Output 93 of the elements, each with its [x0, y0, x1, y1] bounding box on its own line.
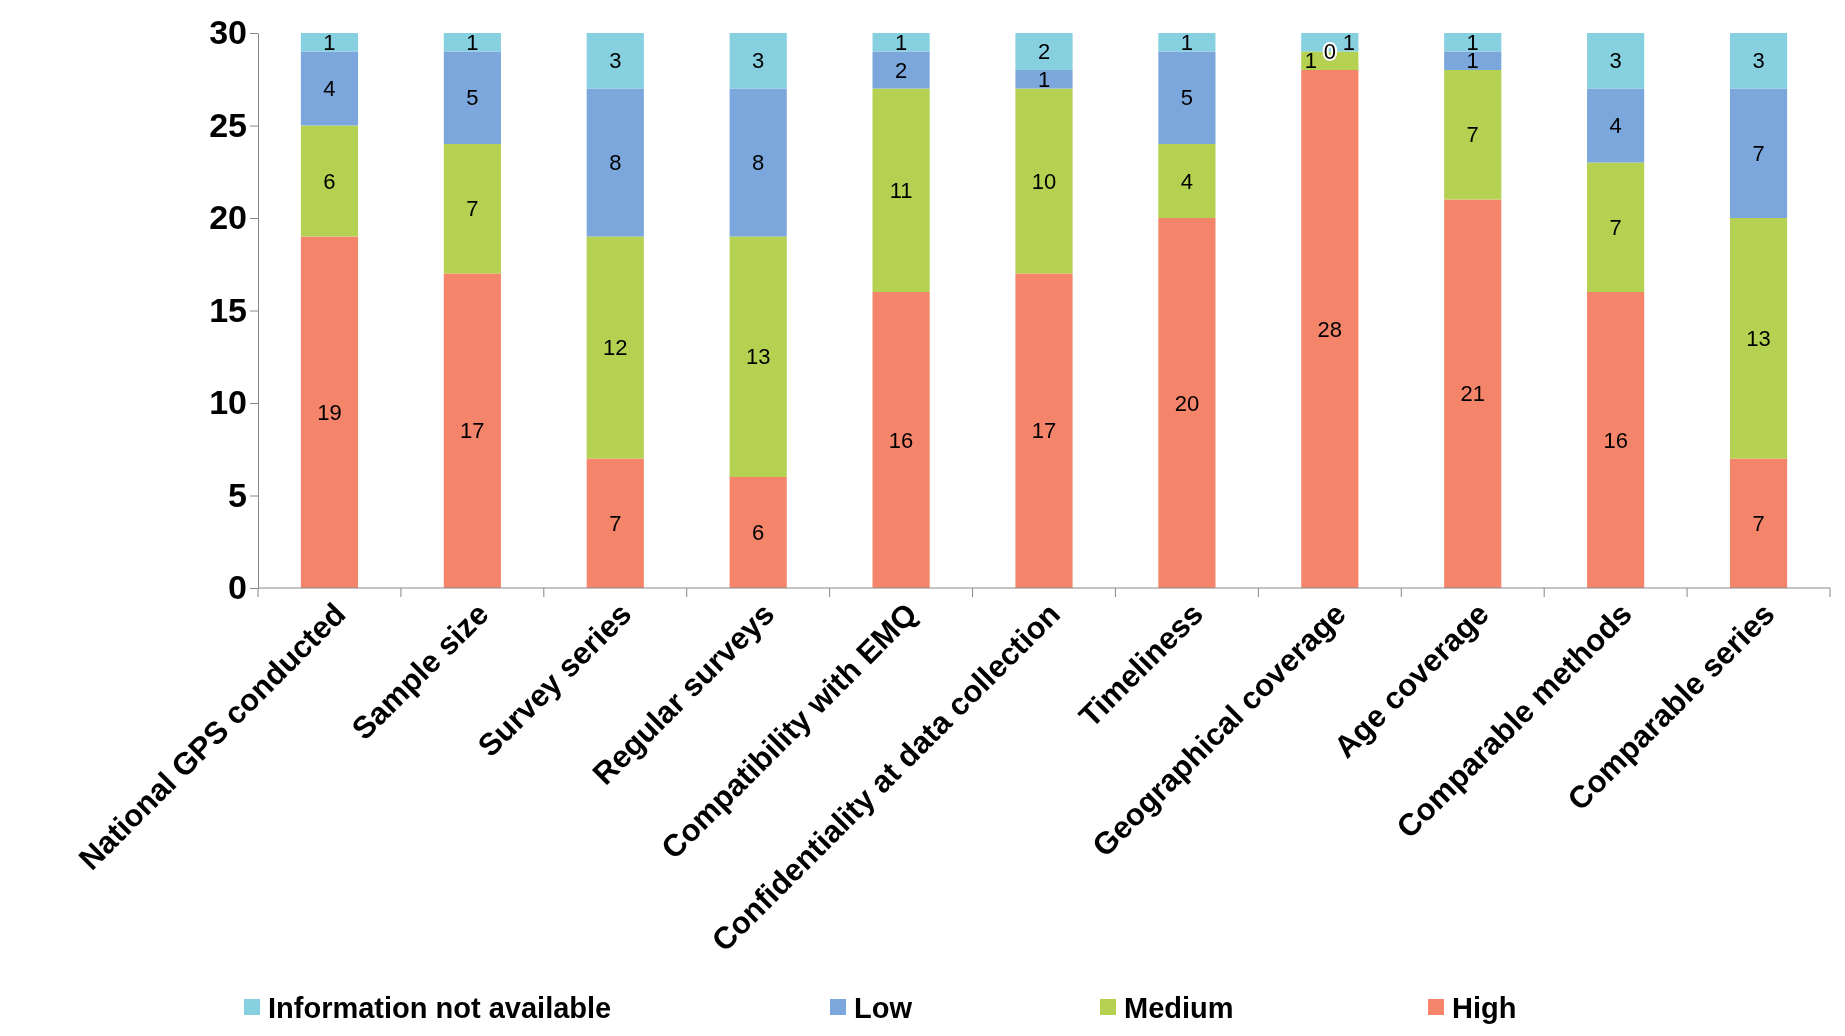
bar	[1015, 273, 1073, 588]
bar	[443, 51, 501, 144]
y-tick-label: 0	[228, 568, 247, 607]
data-label: 1	[466, 29, 479, 55]
bar	[300, 51, 359, 126]
data-label: 1	[1037, 66, 1051, 92]
bar	[443, 33, 501, 52]
bar	[1158, 33, 1216, 52]
data-label: 6	[323, 168, 336, 194]
data-label: 5	[1180, 85, 1194, 111]
bar	[1444, 51, 1502, 70]
data-label: 11	[889, 177, 913, 203]
bar	[443, 273, 501, 588]
data-label: 5	[466, 85, 479, 111]
bar	[1587, 33, 1645, 89]
data-label: 8	[752, 150, 765, 176]
data-label: 3	[1609, 48, 1622, 74]
bar	[872, 33, 930, 52]
data-label: 3	[752, 48, 765, 74]
data-label: 4	[1180, 168, 1194, 194]
bar	[300, 236, 359, 588]
data-label: 13	[745, 344, 771, 370]
bar	[729, 88, 787, 237]
bar	[729, 33, 787, 89]
bar	[300, 33, 359, 52]
bar	[1587, 162, 1645, 292]
data-label: 1	[323, 29, 336, 55]
data-label: 28	[1317, 316, 1343, 342]
data-label: 2	[894, 57, 908, 83]
data-label: 19	[317, 399, 342, 425]
data-label: 17	[1031, 418, 1057, 444]
bar	[586, 33, 644, 89]
bar	[1587, 292, 1645, 588]
bar	[1729, 33, 1788, 89]
y-tick-label: 20	[209, 198, 247, 237]
data-label: 4	[323, 76, 336, 102]
data-label: 7	[1752, 510, 1765, 536]
data-label: 1	[1180, 29, 1194, 55]
bar	[872, 51, 930, 89]
data-label: 4	[1609, 113, 1622, 139]
bar	[1729, 218, 1788, 459]
data-label: 6	[752, 520, 765, 546]
bar	[1158, 144, 1216, 218]
bar	[729, 236, 787, 477]
data-label: 7	[466, 196, 479, 222]
data-label: 7	[1752, 140, 1765, 166]
y-tick-label: 30	[209, 13, 247, 52]
data-label: 2	[1037, 39, 1051, 65]
data-label: 7	[1466, 122, 1479, 148]
data-label: 21	[1460, 381, 1485, 407]
data-label: 1	[1342, 29, 1355, 55]
bar	[729, 477, 787, 588]
bar	[872, 292, 930, 588]
y-tick-label: 25	[209, 105, 247, 144]
data-label: 12	[603, 335, 628, 361]
bar	[586, 236, 644, 459]
legend-label: Medium	[1124, 992, 1234, 1025]
bar	[443, 144, 501, 274]
bar	[872, 88, 930, 292]
bar	[1444, 199, 1502, 588]
bar	[1444, 33, 1502, 52]
data-label: 7	[1609, 214, 1622, 240]
data-label: 13	[1746, 325, 1771, 351]
bar	[586, 88, 644, 237]
data-label: 3	[609, 48, 622, 74]
bar	[1729, 88, 1788, 218]
legend-label: High	[1452, 992, 1517, 1025]
bar	[1015, 70, 1073, 89]
bar	[1015, 88, 1073, 274]
bar	[1444, 70, 1502, 200]
data-label: 1	[894, 29, 908, 55]
data-label: 8	[609, 150, 622, 176]
data-label: 17	[460, 418, 485, 444]
y-tick-label: 15	[209, 290, 247, 329]
data-label: 3	[1752, 48, 1765, 74]
data-label: 7	[609, 510, 622, 536]
y-tick-label: 10	[209, 383, 247, 422]
bar	[1729, 458, 1788, 588]
data-label: 20	[1174, 390, 1200, 416]
y-tick-label: 5	[228, 475, 247, 514]
bar	[1158, 218, 1216, 588]
bar	[1158, 51, 1216, 144]
legend-label: Low	[854, 992, 913, 1025]
legend-label: Information not available	[268, 992, 612, 1025]
data-label: 1	[1304, 48, 1317, 74]
bar	[1015, 33, 1073, 70]
bar	[1301, 70, 1359, 588]
data-label: 10	[1031, 168, 1057, 194]
bar	[300, 125, 359, 237]
data-label: 16	[1603, 427, 1628, 453]
data-label: 16	[888, 427, 914, 453]
bar	[1587, 88, 1645, 163]
bar	[586, 458, 644, 588]
